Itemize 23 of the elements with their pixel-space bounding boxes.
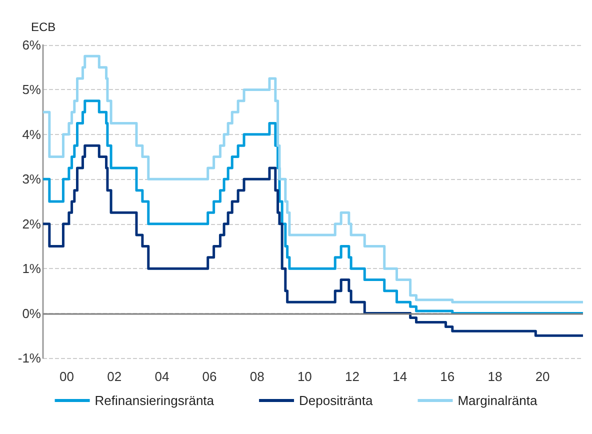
y-tick-label: 6% <box>22 38 42 52</box>
x-tick-label: 18 <box>488 369 502 384</box>
legend-label: Marginalränta <box>458 393 538 408</box>
legend-label: Refinansieringsränta <box>94 393 215 408</box>
x-tick-label: 12 <box>345 369 360 384</box>
x-tick-label: 08 <box>250 369 264 384</box>
y-tick-label: 1% <box>22 261 42 276</box>
x-tick-label: 06 <box>202 369 217 384</box>
x-tick-label: 02 <box>107 369 122 384</box>
x-tick-label: 14 <box>392 369 408 384</box>
y-tick-label: 5% <box>22 82 42 98</box>
y-tick-label: 3% <box>22 172 42 187</box>
y-tick-label: 0% <box>22 306 42 321</box>
y-tick-label: -1% <box>18 350 42 366</box>
x-tick-label: 10 <box>297 369 312 384</box>
x-tick-label: 16 <box>440 369 455 384</box>
x-tick-label: 04 <box>154 369 170 384</box>
x-tick-label: 00 <box>60 369 74 384</box>
legend-label: Depositränta <box>299 393 374 408</box>
x-tick-label: 20 <box>535 369 550 384</box>
y-axis-title: ECB <box>31 20 56 34</box>
y-tick-label: 4% <box>22 126 42 142</box>
y-tick-label: 2% <box>22 216 42 232</box>
